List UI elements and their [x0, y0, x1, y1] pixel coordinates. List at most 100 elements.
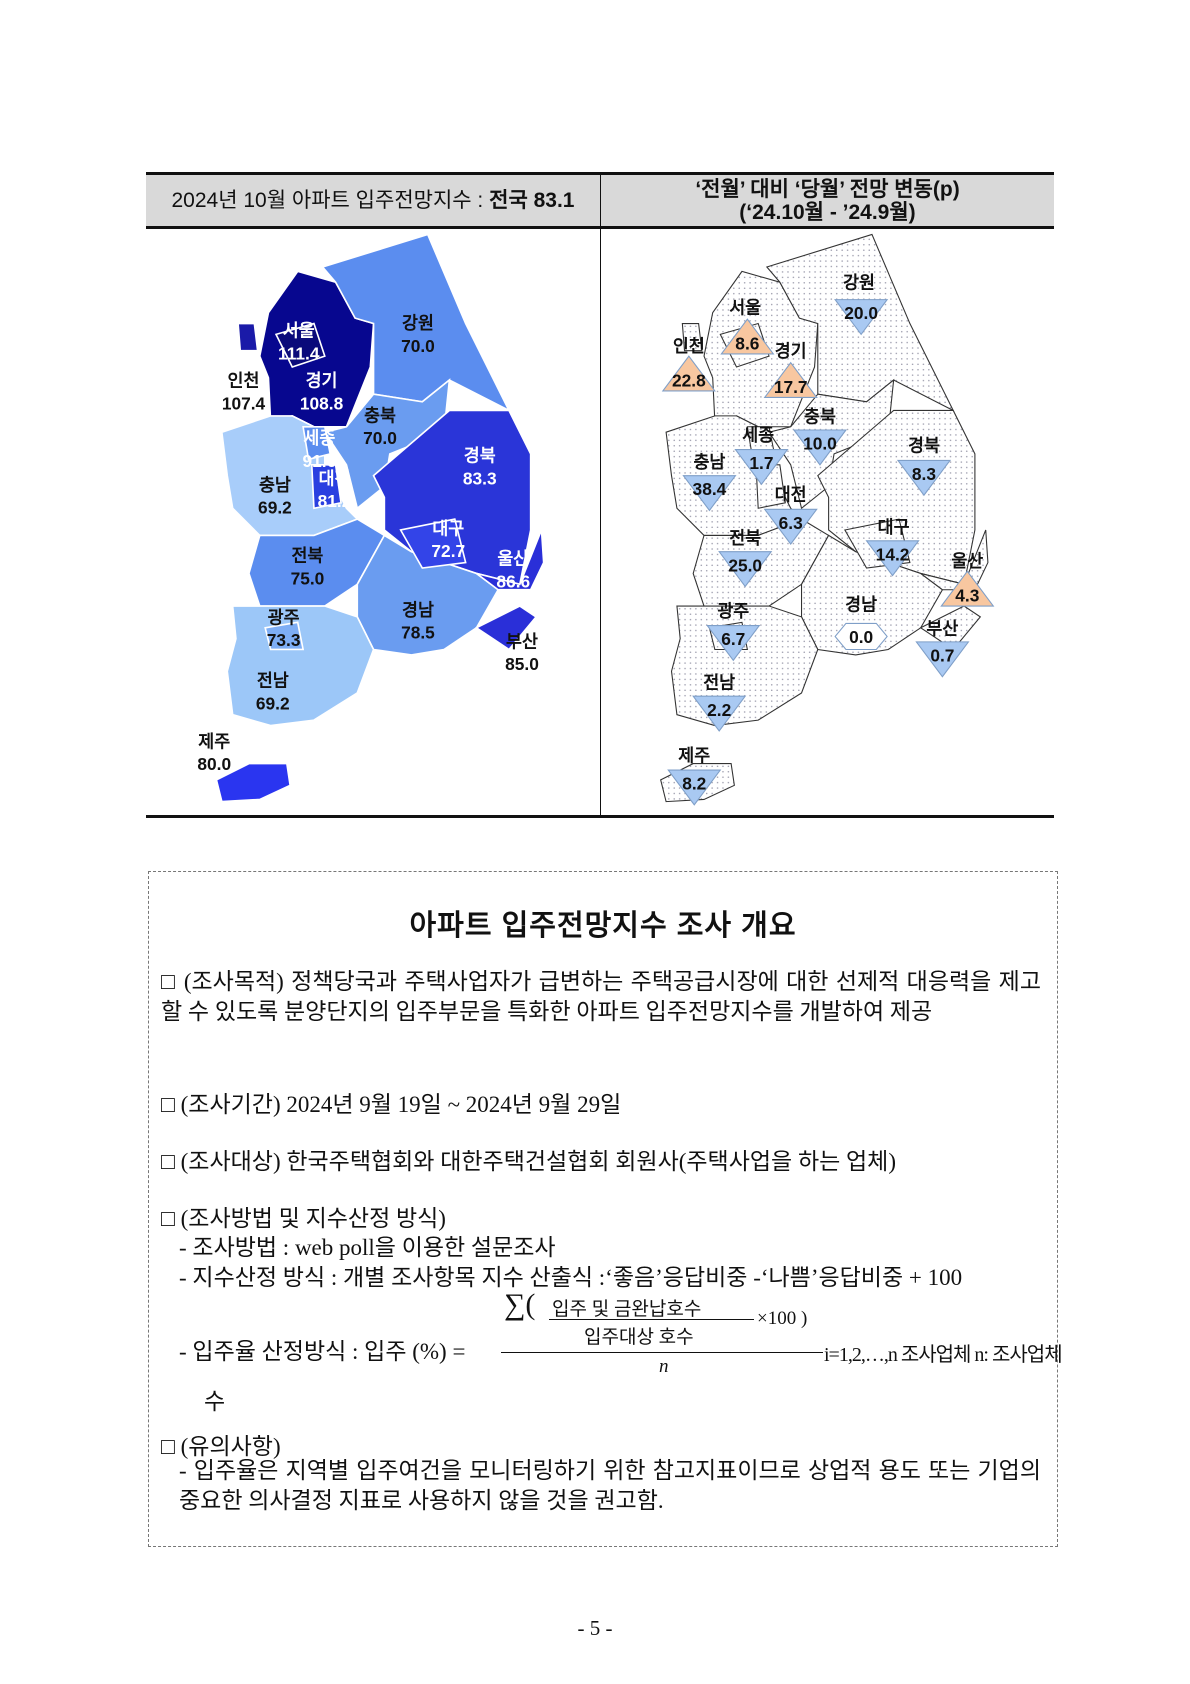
- left-map: [215, 233, 545, 803]
- region-index-value: 70.0: [401, 336, 435, 356]
- change-up-marker: [661, 355, 716, 392]
- region-index-value: 70.0: [363, 428, 397, 448]
- region-name-label: 전북: [729, 528, 761, 548]
- formula-numerator: 입주 및 금완납호수: [552, 1299, 702, 1320]
- region-index-value: 78.5: [401, 623, 435, 643]
- region-index-value: 73.3: [267, 630, 301, 650]
- region-index-value: 69.2: [256, 693, 290, 713]
- change-down-marker: [834, 299, 889, 336]
- change-up-marker: [763, 361, 818, 398]
- left-header: 2024년 10월 아파트 입주전망지수 : 전국 83.1: [146, 172, 600, 229]
- change-down-marker: [763, 508, 818, 546]
- region-전남: [226, 605, 375, 727]
- change-value: 0.0: [849, 627, 873, 647]
- region-광주: [264, 621, 305, 651]
- change-down-marker: [734, 449, 789, 486]
- region-name-label: 인천: [673, 336, 705, 356]
- change-value: 8.2: [682, 774, 706, 794]
- region-index-value: 75.0: [291, 568, 325, 588]
- region-index-value: 108.8: [300, 393, 344, 413]
- formula-times-100: ×100 ): [757, 1308, 808, 1329]
- note-title: □ (유의사항): [161, 1434, 281, 1459]
- region-세종: [302, 425, 332, 461]
- map-table: 2024년 10월 아파트 입주전망지수 : 전국 83.1 ‘전월’ 대비 ‘…: [146, 172, 1054, 819]
- region-name-label: 제주: [198, 731, 230, 751]
- change-value: 6.7: [721, 629, 745, 649]
- region-name-label: 세종: [742, 425, 774, 445]
- sigma-symbol: ∑(: [504, 1288, 536, 1321]
- change-value: 10.0: [803, 434, 837, 454]
- change-up-marker: [940, 570, 995, 607]
- region-name-label: 대구: [432, 518, 464, 538]
- region-전남: [670, 605, 819, 727]
- method-title: □ (조사방법 및 지수산정 방식): [161, 1206, 446, 1231]
- region-name-label: 울산: [497, 549, 529, 569]
- change-flat-marker: [834, 622, 888, 651]
- region-name-label: 전북: [291, 545, 323, 565]
- region-name-label: 서울: [729, 298, 761, 318]
- region-name-label: 전남: [703, 673, 735, 693]
- region-name-label: 경기: [306, 371, 338, 391]
- change-value: 38.4: [693, 479, 727, 499]
- region-제주: [215, 762, 292, 803]
- region-name-label: 강원: [843, 273, 875, 293]
- region-index-value: 72.7: [431, 541, 465, 561]
- purpose-text: □ (조사목적) 정책당국과 주택사업자가 급변하는 주택공급시장에 대한 선제…: [161, 969, 1041, 1024]
- change-value: 25.0: [728, 555, 762, 575]
- region-name-label: 충남: [259, 475, 291, 495]
- region-name-label: 경남: [402, 600, 434, 620]
- right-header-line1: ‘전월’ 대비 ‘당월’ 전망 변동(p): [695, 177, 960, 201]
- formula-n: n: [659, 1356, 669, 1377]
- change-value: 8.3: [912, 464, 936, 484]
- region-name-label: 제주: [678, 745, 710, 765]
- change-down-marker: [682, 475, 737, 512]
- region-울산: [475, 529, 545, 591]
- region-name-label: 충남: [693, 452, 725, 472]
- region-index-value: 111.4: [278, 343, 320, 363]
- fraction-bar: [501, 1352, 823, 1353]
- change-value: 0.7: [930, 645, 954, 665]
- region-부산: [474, 605, 538, 651]
- method-item-2: - 지수산정 방식 : 개별 조사항목 지수 산출식 :‘좋음’응답비중 -‘나…: [179, 1265, 963, 1290]
- region-index-value: 91.6: [302, 451, 336, 471]
- region-name-label: 충북: [364, 405, 396, 425]
- change-value: 6.3: [779, 513, 803, 533]
- change-down-marker: [865, 540, 920, 577]
- left-header-text: 2024년 10월 아파트 입주전망지수 :: [171, 189, 484, 212]
- region-name-label: 서울: [283, 321, 315, 341]
- change-value: 14.2: [876, 544, 910, 564]
- divider: [600, 229, 601, 817]
- right-header: ‘전월’ 대비 ‘당월’ 전망 변동(p) (‘24.10월 - ’24.9월): [600, 172, 1054, 229]
- region-index-value: 81.2: [318, 491, 352, 511]
- change-down-marker: [692, 695, 747, 732]
- region-name-label: 울산: [951, 551, 983, 571]
- region-name-label: 대전: [319, 468, 351, 488]
- region-name-label: 전남: [257, 670, 289, 690]
- korea-maps: 서울111.4인천107.4경기108.8강원70.0충북70.0세종91.6대…: [197, 233, 995, 806]
- region-name-label: 인천: [228, 371, 260, 391]
- change-value: 22.8: [672, 371, 706, 391]
- change-value: 4.3: [955, 586, 979, 606]
- region-name-label: 부산: [506, 631, 538, 651]
- region-대구: [399, 518, 467, 569]
- change-down-marker: [667, 769, 722, 806]
- region-인천: [681, 322, 703, 352]
- change-value: 1.7: [749, 453, 773, 473]
- note-text: - 입주율은 지역별 입주여건을 모니터링하기 위한 참고지표이므로 상업적 용…: [179, 1458, 1041, 1513]
- region-index-value: 69.2: [258, 498, 292, 518]
- change-value: 17.7: [774, 377, 808, 397]
- right-header-line2: (‘24.10월 - ’24.9월): [739, 200, 916, 224]
- region-index-value: 85.0: [505, 654, 539, 674]
- change-up-marker: [720, 318, 775, 355]
- formula-tail-2: 수: [204, 1389, 226, 1414]
- method-item-1: - 조사방법 : web poll을 이용한 설문조사: [179, 1235, 556, 1260]
- page-number: - 5 -: [577, 1616, 613, 1640]
- inner-fraction-bar: [549, 1319, 754, 1320]
- change-value: 2.2: [707, 700, 731, 720]
- region-index-value: 107.4: [222, 393, 266, 413]
- region-name-label: 대전: [775, 485, 807, 505]
- target-text: □ (조사대상) 한국주택협회와 대한주택건설협회 회원사(주택사업을 하는 업…: [161, 1149, 896, 1174]
- survey-overview-box: 아파트 입주전망지수 조사 개요 □ (조사목적) 정책당국과 주택사업자가 급…: [148, 871, 1063, 1547]
- region-name-label: 대구: [878, 517, 910, 537]
- formula-denominator: 입주대상 호수: [584, 1327, 694, 1348]
